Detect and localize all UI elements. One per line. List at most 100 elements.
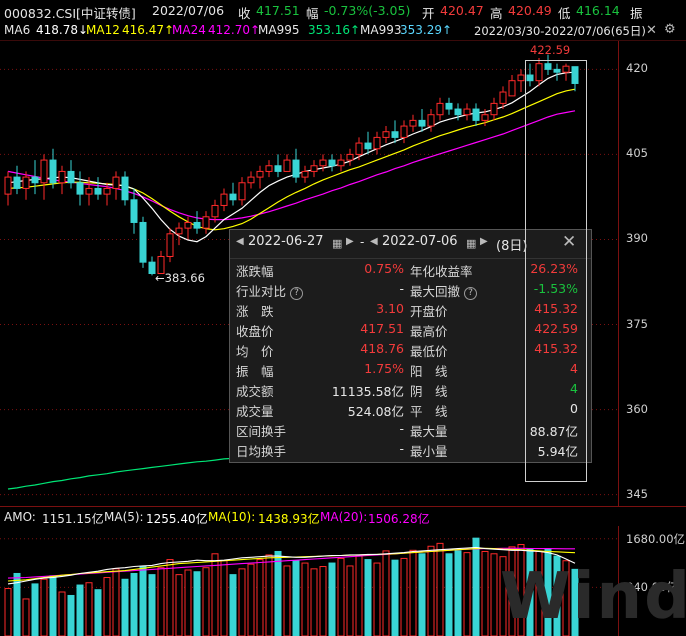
volume-bar [445, 553, 453, 636]
volume-bar [391, 559, 399, 636]
amo-label[interactable]: AMO: [4, 510, 36, 524]
help-icon[interactable]: ? [464, 287, 478, 300]
candle-body [517, 74, 525, 82]
volume-bar [508, 546, 516, 636]
candle-body [472, 108, 480, 121]
candle-body [94, 187, 102, 195]
candle-body [544, 63, 552, 70]
candle-body [202, 216, 210, 229]
candle-body [265, 165, 273, 172]
candle-body [391, 131, 399, 138]
price-axis-line [618, 41, 619, 506]
stat-label: 平 线 [410, 404, 448, 419]
volume-chart[interactable] [0, 526, 618, 636]
stat-label: 年化收益率 [410, 264, 473, 279]
ma6-value: 418.78↓ [36, 23, 89, 37]
ma993-label[interactable]: MA993 [360, 23, 402, 37]
stat-value: 0.75% [364, 261, 404, 276]
price-tick-label: 390 [626, 231, 648, 246]
range-close-icon[interactable]: ✕ [646, 23, 657, 38]
ma24-label[interactable]: MA24 [172, 23, 206, 37]
stat-value: 418.76 [360, 341, 404, 356]
candle-body [346, 153, 354, 161]
volume-bar [454, 550, 462, 636]
low-value: 416.14 [576, 3, 620, 18]
ma995-label[interactable]: MA995 [258, 23, 300, 37]
volume-bar [310, 568, 318, 636]
candle-body [499, 91, 507, 104]
candle-body [373, 136, 381, 150]
stat-label: 阳 线 [410, 364, 448, 379]
volume-bar [283, 565, 291, 636]
volume-bar [427, 545, 435, 636]
quote-header: 000832.CSI[中证转债] 2022/07/06 收 417.51 幅 -… [0, 0, 686, 22]
index-code[interactable]: 000832.CSI[中证转债] [4, 6, 136, 21]
vol-ma10-line [7, 547, 576, 582]
volume-bar [76, 584, 84, 636]
volume-bar [67, 594, 75, 636]
settings-gear-icon[interactable]: ⚙ [664, 22, 676, 37]
vol-ma5-label: MA(5): [104, 510, 144, 524]
volume-bar [319, 566, 327, 636]
next-arrow-icon[interactable]: ▶ [480, 236, 488, 247]
interval-date-selector: ◀ 2022-06-27 ▦ ▶ - ◀ 2022-07-06 ▦ ▶ (8日)… [230, 230, 591, 259]
volume-axis-line [618, 526, 619, 636]
volume-bar [247, 563, 255, 636]
volume-bar [571, 568, 579, 636]
candle-body [535, 63, 543, 82]
volume-bar [4, 588, 12, 636]
interval-selection-box[interactable] [525, 60, 587, 482]
price-tick-label: 405 [626, 146, 648, 161]
help-icon[interactable]: ? [290, 287, 304, 300]
candle-body [355, 142, 363, 155]
stat-label: 最低价 [410, 344, 448, 359]
candle-body [283, 159, 291, 172]
volume-bar [211, 553, 219, 636]
candlestick-chart[interactable] [0, 41, 618, 506]
stat-value: - [399, 281, 404, 296]
candle-body [22, 176, 30, 189]
volume-bar [517, 544, 525, 636]
candle-body [463, 108, 471, 116]
stat-value: 415.32 [534, 301, 578, 316]
candle-body [274, 165, 282, 172]
candle-body [526, 74, 534, 82]
ma12-label[interactable]: MA12 [86, 23, 120, 37]
start-calendar-icon[interactable]: ▦ [332, 237, 343, 250]
low-marker-value: 383.66 [164, 271, 205, 286]
volume-bar [328, 562, 336, 636]
change-value: -0.73%(-3.05) [324, 3, 411, 18]
stat-value: - [399, 421, 404, 436]
candle-body [337, 159, 345, 167]
stat-label: 涨跌幅 [236, 264, 274, 279]
candle-body [364, 142, 372, 150]
volume-bar [202, 567, 210, 636]
stat-label: 区间换手 [236, 424, 287, 439]
stat-label: 最大量 [410, 424, 448, 439]
prev-arrow-icon[interactable]: ◀ [236, 236, 244, 247]
stat-value: 5.94亿 [537, 444, 578, 459]
volume-bar [409, 549, 417, 636]
end-prev-arrow-icon[interactable]: ◀ [370, 236, 378, 247]
volume-bar [436, 542, 444, 636]
ma995-value: 353.16↑ [308, 23, 361, 37]
candle-body [445, 102, 453, 110]
candle-body [454, 108, 462, 116]
start-next-arrow-icon[interactable]: ▶ [346, 236, 354, 247]
stat-label: 成交额 [236, 384, 274, 399]
candle-body [148, 261, 156, 275]
start-date-field[interactable]: 2022-06-27 [248, 234, 324, 249]
candle-body [85, 187, 93, 195]
candle-body [121, 176, 129, 201]
stat-label: 最高价 [410, 324, 448, 339]
ma6-label[interactable]: MA6 [4, 23, 31, 37]
open-value: 420.47 [440, 3, 484, 18]
candle-body [382, 131, 390, 138]
end-date-field[interactable]: 2022-07-06 [382, 234, 458, 249]
volume-bar [220, 560, 228, 636]
volume-bar [274, 550, 282, 636]
volume-bar [49, 575, 57, 636]
close-icon[interactable]: ✕ [562, 232, 577, 252]
end-calendar-icon[interactable]: ▦ [466, 237, 477, 250]
vol-ma20-label: MA(20): [320, 510, 368, 524]
